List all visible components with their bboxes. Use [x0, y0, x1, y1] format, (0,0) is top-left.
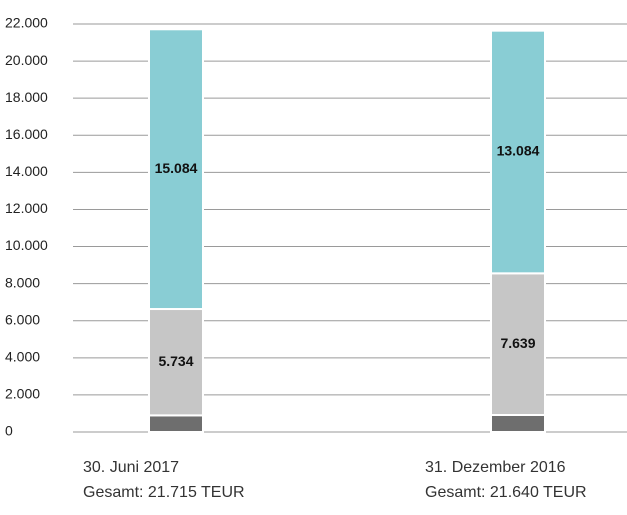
- value-label: 15.084: [155, 160, 198, 176]
- y-tick-label: 0: [5, 423, 13, 439]
- y-tick-label: 2.000: [5, 386, 40, 402]
- category-total: Gesamt: 21.640 TEUR: [425, 484, 587, 501]
- y-tick-label: 16.000: [5, 126, 48, 142]
- y-tick-label: 6.000: [5, 311, 40, 327]
- y-tick-label: 8.000: [5, 274, 40, 290]
- category-total: Gesamt: 21.715 TEUR: [83, 484, 245, 501]
- y-tick-label: 18.000: [5, 89, 48, 105]
- y-tick-label: 22.000: [5, 15, 48, 31]
- value-label: 5.734: [158, 353, 193, 369]
- bar-segment: [490, 29, 546, 275]
- bar-segment: [148, 28, 204, 311]
- bar-segment: [148, 308, 204, 417]
- bar-segment: [490, 413, 546, 433]
- y-tick-label: 4.000: [5, 349, 40, 365]
- y-tick-label: 12.000: [5, 200, 48, 216]
- x-tick-label: 31. Dezember 2016: [425, 459, 566, 476]
- y-tick-label: 20.000: [5, 52, 48, 68]
- y-tick-label: 10.000: [5, 237, 48, 253]
- value-label: 13.084: [497, 143, 540, 159]
- y-tick-label: 14.000: [5, 163, 48, 179]
- bar-segment: [148, 414, 204, 433]
- value-label: 7.639: [500, 335, 535, 351]
- x-tick-label: 30. Juni 2017: [83, 459, 179, 476]
